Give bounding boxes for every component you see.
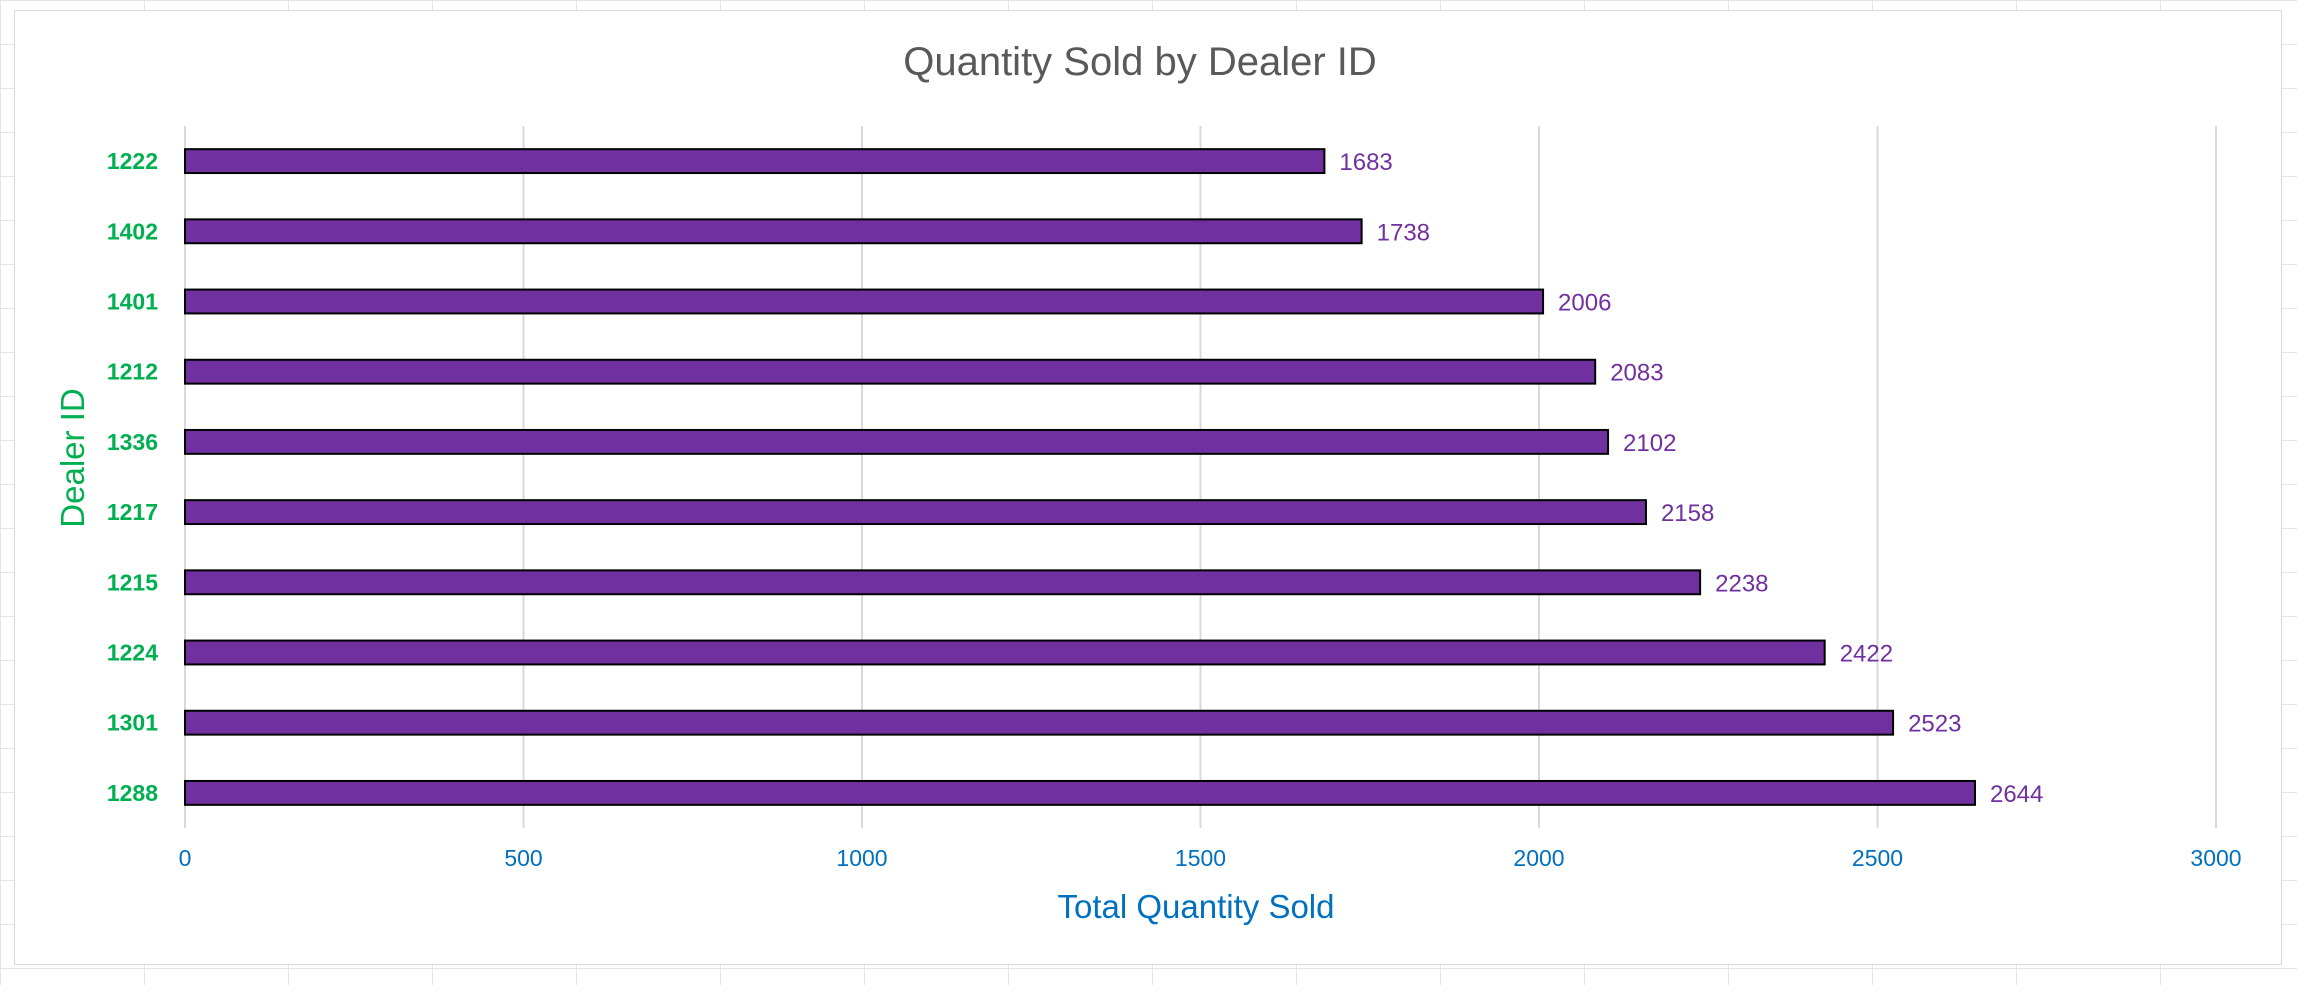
y-tick-label-1224: 1224 — [107, 640, 158, 666]
bar-1222 — [184, 148, 1326, 175]
y-tick-label-1336: 1336 — [107, 429, 158, 455]
y-axis-labels: 1222 1402 1401 1212 1336 1217 1215 1224 1301 1288 — [107, 148, 158, 806]
data-label-1288: 2644 — [1990, 781, 2043, 808]
data-label-1301: 2523 — [1908, 711, 1961, 738]
x-tick-label-0: 0 — [179, 845, 192, 871]
x-tick-label-1000: 1000 — [836, 845, 887, 871]
y-tick-label-1212: 1212 — [107, 359, 158, 385]
data-labels: 1683 1738 2006 2083 2102 2158 2238 2422 2523 2644 — [1339, 149, 2043, 808]
y-tick-label-1402: 1402 — [107, 218, 158, 244]
bar-1212 — [184, 358, 1597, 385]
y-tick-label-1301: 1301 — [107, 710, 158, 736]
bar-1301 — [184, 709, 1895, 736]
bar-1224 — [184, 639, 1826, 666]
y-tick-label-1288: 1288 — [107, 780, 158, 806]
data-label-1401: 2006 — [1558, 290, 1611, 317]
x-tick-label-2500: 2500 — [1852, 845, 1903, 871]
y-tick-label-1401: 1401 — [107, 289, 158, 315]
data-label-1217: 2158 — [1661, 500, 1714, 527]
x-tick-label-1500: 1500 — [1175, 845, 1226, 871]
bar-1401 — [184, 288, 1545, 315]
bar-1217 — [184, 499, 1647, 526]
y-tick-label-1215: 1215 — [107, 569, 158, 595]
bars — [184, 148, 1976, 806]
x-axis-title: Total Quantity Sold — [1058, 888, 1335, 925]
data-label-1222: 1683 — [1339, 149, 1392, 176]
bar-1288 — [184, 779, 1976, 806]
data-label-1224: 2422 — [1840, 641, 1893, 668]
data-label-1336: 2102 — [1623, 430, 1676, 457]
x-axis-tick-labels: 0 500 1000 1500 2000 2500 3000 — [179, 845, 2242, 871]
bar-1215 — [184, 569, 1702, 596]
data-label-1215: 2238 — [1715, 570, 1768, 597]
y-tick-label-1222: 1222 — [107, 148, 158, 174]
y-axis-title: Dealer ID — [54, 388, 91, 527]
x-tick-label-3000: 3000 — [2190, 845, 2241, 871]
x-tick-label-500: 500 — [504, 845, 542, 871]
bar-1402 — [184, 218, 1363, 245]
data-label-1402: 1738 — [1377, 219, 1430, 246]
data-label-1212: 2083 — [1610, 360, 1663, 387]
x-tick-label-2000: 2000 — [1513, 845, 1564, 871]
y-tick-label-1217: 1217 — [107, 499, 158, 525]
bar-1336 — [184, 428, 1610, 455]
chart-title: Quantity Sold by Dealer ID — [903, 40, 1377, 84]
